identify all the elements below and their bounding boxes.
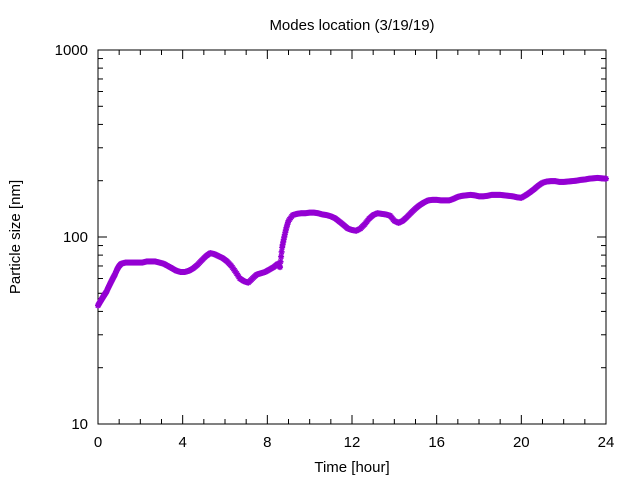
x-tick-label: 4	[179, 434, 187, 451]
x-tick-label: 12	[344, 434, 361, 451]
chart-title: Modes location (3/19/19)	[269, 17, 434, 34]
y-tick-label: 1000	[55, 42, 88, 59]
marker-stroke	[603, 176, 609, 182]
data-point	[603, 175, 609, 182]
marker-stroke	[277, 264, 283, 270]
marker-stroke	[278, 253, 284, 260]
x-tick-label: 20	[513, 434, 530, 451]
data-series	[95, 174, 609, 309]
data-point	[277, 264, 284, 271]
x-tick-labels: 0 4 8 12 16 20 24	[94, 434, 615, 451]
y-tick-label: 10	[71, 416, 88, 433]
data-point	[277, 258, 284, 265]
plot-frame	[97, 49, 607, 425]
x-tick-label: 0	[94, 434, 102, 451]
marker-stroke	[278, 249, 285, 255]
y-axis-ticks	[98, 49, 606, 425]
x-tick-label: 8	[263, 434, 271, 451]
marker-stroke	[277, 259, 284, 265]
x-tick-label: 16	[428, 434, 445, 451]
y-tick-label: 100	[63, 229, 88, 246]
x-axis-ticks	[97, 50, 607, 424]
x-tick-label: 24	[598, 434, 615, 451]
data-point	[278, 248, 285, 255]
x-axis-label: Time [hour]	[314, 459, 389, 476]
y-axis-label: Particle size [nm]	[7, 180, 24, 294]
y-tick-labels: 10 100 1000	[55, 42, 88, 433]
